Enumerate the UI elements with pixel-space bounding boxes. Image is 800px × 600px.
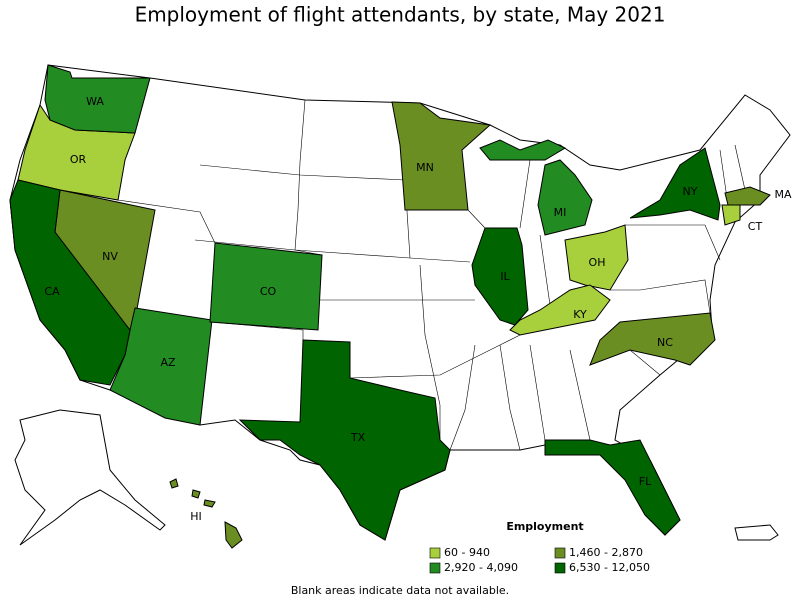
legend-label: 1,460 - 2,870 — [569, 546, 643, 559]
state-label: OR — [70, 153, 87, 166]
state-shape — [203, 499, 216, 508]
state-shape — [471, 227, 529, 326]
legend-swatch — [429, 562, 441, 574]
state: MI — [479, 139, 593, 236]
state: TX — [238, 339, 451, 541]
state-shape — [169, 478, 179, 489]
state-label: NV — [102, 250, 118, 263]
state-label: MA — [774, 188, 791, 201]
state-label: CA — [44, 285, 60, 298]
state: KY — [509, 284, 611, 336]
state: HI — [169, 478, 243, 549]
state: MA — [724, 186, 792, 206]
state: AZ — [109, 307, 213, 426]
puerto-rico — [734, 524, 779, 541]
state-label: MI — [554, 206, 567, 219]
state-label: WA — [86, 95, 104, 108]
state: CA — [9, 179, 131, 386]
state: WA — [44, 64, 151, 134]
legend-items: 60 - 940 1,460 - 2,870 2,920 - 4,090 6,530 … — [429, 546, 650, 574]
states: OR OH KY CT NV MN NC MA HI WA AZ CO MI C… — [9, 64, 792, 549]
state-shape — [9, 179, 131, 386]
legend-label: 6,530 - 12,050 — [569, 561, 650, 574]
legend-swatch — [554, 547, 566, 559]
state-shape — [209, 242, 323, 331]
state-label: MN — [416, 161, 434, 174]
state-shape — [544, 439, 681, 536]
state-label: FL — [639, 475, 652, 488]
state: NY — [629, 147, 721, 221]
state-shape — [721, 204, 741, 226]
state-label: TX — [350, 431, 366, 444]
state-shape — [224, 521, 243, 549]
state-shape — [479, 139, 567, 161]
state-label: KY — [573, 308, 587, 321]
state-label: CT — [748, 220, 763, 233]
state-shape — [724, 186, 771, 206]
state-label: OH — [589, 256, 606, 269]
state-label: IL — [500, 270, 510, 283]
legend-label: 60 - 940 — [444, 546, 490, 559]
state: NC — [589, 312, 716, 366]
alaska — [14, 409, 166, 546]
state-label: NY — [683, 185, 698, 198]
state-label: HI — [190, 510, 202, 523]
state-shape — [589, 312, 716, 366]
state-borders — [117, 77, 746, 451]
legend-title: Employment — [506, 520, 583, 533]
legend-swatch — [429, 547, 441, 559]
legend: Employment 60 - 940 1,460 - 2,870 2,920 - … — [429, 520, 650, 574]
legend-label: 2,920 - 4,090 — [444, 561, 518, 574]
state-shape — [537, 159, 593, 236]
state-label: AZ — [160, 356, 176, 369]
state-shape — [238, 339, 451, 541]
state-shape — [391, 101, 492, 211]
state: MN — [391, 101, 492, 211]
state-shape — [44, 64, 151, 134]
state-label: CO — [260, 285, 277, 298]
state-label: NC — [657, 336, 673, 349]
state-shape — [509, 284, 611, 336]
state-shape — [191, 489, 201, 499]
state-shape — [629, 147, 721, 221]
legend-swatch — [554, 562, 566, 574]
state: IL — [471, 227, 529, 326]
map-title: Employment of flight attendants, by stat… — [135, 3, 666, 27]
state: CT — [721, 204, 763, 233]
state: OH — [564, 224, 629, 291]
state: FL — [544, 439, 681, 536]
state-shape — [564, 224, 629, 291]
state: CO — [209, 242, 323, 331]
note: Blank areas indicate data not available. — [291, 584, 509, 597]
